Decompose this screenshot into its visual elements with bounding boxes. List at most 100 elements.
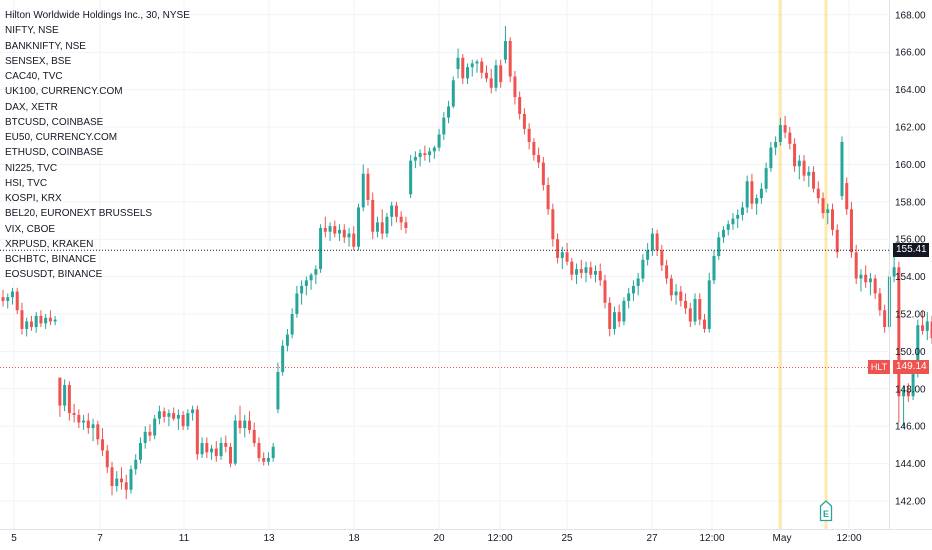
candle [906,383,910,402]
candle-body [906,390,910,397]
candle [281,340,285,376]
y-tick-label: 154.00 [895,272,926,283]
compare-symbol-0[interactable]: NIFTY, NSE [5,25,59,37]
candle-body [380,222,384,234]
candle-body [660,250,664,266]
compare-symbol-5[interactable]: DAX, XETR [5,101,58,113]
candle-body [428,151,432,156]
candle-body [849,209,853,253]
compare-symbol-4[interactable]: UK100, CURRENCY.COM [5,86,123,98]
candle [688,302,692,328]
candle [167,409,171,427]
x-tick-label: 13 [263,533,275,544]
x-tick-label: 12:00 [836,533,861,544]
candle-body [120,478,123,483]
earnings-event-label: E [823,509,829,519]
candle-body [319,227,323,270]
candle [153,414,157,440]
candle-body [352,233,356,247]
x-tick-label: 12:00 [699,533,724,544]
candle-body [124,482,128,490]
candle [755,194,759,215]
candle [665,259,669,285]
candle [816,181,820,204]
candle [247,411,251,434]
candle [826,203,830,225]
compare-symbol-10[interactable]: HSI, TVC [5,177,48,189]
candle [442,112,446,141]
candle-body [205,443,209,453]
candle [437,128,441,152]
session-highlights [778,0,828,529]
compare-symbol-12[interactable]: BEL20, EURONEXT BRUSSELS [5,208,153,220]
earnings-icon[interactable] [819,500,833,522]
candle [650,227,654,257]
candle-body [551,209,555,240]
earnings-event-marker[interactable]: E [819,500,833,522]
candle [323,216,327,238]
candle-body [797,160,801,167]
candle [821,192,825,219]
candle-body [499,65,503,83]
candle-body [793,143,797,167]
chart-title[interactable]: Hilton Worldwide Holdings Inc., 30, NYSE [5,10,190,21]
compare-symbol-8[interactable]: ETHUSD, COINBASE [5,147,104,159]
compare-symbol-13[interactable]: VIX, CBOE [5,223,56,235]
compare-symbol-16[interactable]: EOSUSDT, BINANCE [5,269,103,281]
candle-body [266,457,270,462]
candle [375,216,379,238]
candle-body [679,291,683,301]
candle-body [210,448,214,453]
candle [238,405,242,434]
candle-body [883,310,887,328]
compare-symbol-7[interactable]: EU50, CURRENCY.COM [5,132,118,143]
candle-body [224,443,228,447]
candle [759,183,763,204]
candle-body [461,57,465,79]
candle [304,276,308,296]
y-tick-label: 146.00 [895,422,926,433]
candle [48,310,52,326]
price-axis[interactable]: 142.00 144.00 146.00 148.00 150.00 152.00 154.… [895,10,926,507]
candle [503,26,507,64]
candle [219,437,223,460]
candle-body [518,97,522,114]
candle [608,297,612,337]
compare-symbol-2[interactable]: SENSEX, BSE [5,55,72,67]
candle [257,437,261,462]
candle-body [399,216,403,223]
candle-body [328,226,332,232]
candle-body [873,278,877,294]
candle [603,274,607,309]
candle [793,138,797,172]
candle [380,209,384,240]
candle-body [238,420,242,429]
y-tick-label: 166.00 [895,48,926,59]
candle-body [565,252,569,262]
candle [413,151,417,169]
candle-body [693,299,697,322]
candle [295,285,299,318]
time-axis[interactable]: 5 7 11 13 18 20 12:00 25 27 12:00 May 12:00 [11,533,862,544]
y-tick-label: 168.00 [895,10,926,21]
y-tick-label: 160.00 [895,160,926,171]
candle [390,201,394,227]
candle [20,302,24,335]
candle-body [617,312,621,322]
candle [176,409,180,430]
candle [423,145,427,161]
compare-symbol-3[interactable]: CAC40, TVC [5,71,63,82]
compare-symbol-15[interactable]: BCHBTC, BINANCE [5,254,97,265]
price-lines [0,249,889,368]
compare-symbol-1[interactable]: BANKNIFTY, NSE [5,40,86,52]
candle-body [736,214,740,219]
candle-body [589,267,593,275]
candle-body [717,237,721,257]
compare-symbol-6[interactable]: BTCUSD, COINBASE [5,116,104,128]
compare-symbol-14[interactable]: XRPUSD, KRAKEN [5,238,94,250]
candle-body [257,443,261,458]
compare-symbol-9[interactable]: NI225, TVC [5,162,58,174]
compare-symbol-11[interactable]: KOSPI, KRX [5,193,62,204]
candle-body [475,61,479,64]
